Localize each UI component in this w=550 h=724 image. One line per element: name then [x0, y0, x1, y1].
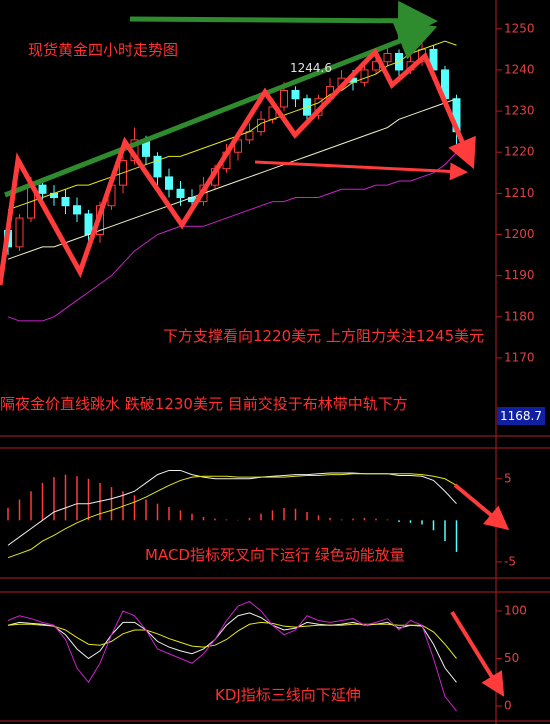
candle-body: [176, 188, 185, 198]
candle-body: [73, 205, 81, 215]
y-tick-label: 1180: [504, 309, 535, 323]
indicator-line: [7, 473, 457, 559]
y-tick-label: 50: [504, 651, 519, 665]
y-tick-label: 1200: [504, 227, 535, 241]
y-tick-label: 1210: [504, 186, 535, 200]
y-tick-label: 5: [504, 471, 512, 485]
annotation: 下方支撑看向1220美元 上方阻力关注1245美元: [163, 327, 485, 345]
annotation: MACD指标死叉向下运行 绿色动能放量: [145, 546, 405, 564]
indicator-line: [7, 621, 457, 659]
y-tick-label: 1250: [504, 21, 535, 35]
y-tick-label: 1190: [504, 268, 535, 282]
candle-body: [360, 69, 369, 83]
annotation: KDJ指标三线向下延伸: [215, 686, 361, 704]
max-label: 1244.6: [290, 61, 332, 75]
candle-body: [84, 213, 93, 236]
y-tick-label: 1170: [504, 350, 535, 364]
y-tick-label: 1230: [504, 104, 535, 118]
indicator-line: [7, 612, 457, 683]
indicator-line: [7, 600, 457, 712]
candle-body: [15, 217, 24, 248]
y-tick-label: 100: [504, 603, 527, 617]
arrows: [0, 0, 510, 697]
annotation: 隔夜金价直线跳水 跌破1230美元 目前交投于布林带中轨下方: [0, 395, 408, 413]
y-tick-label: 0: [504, 699, 512, 713]
candle-body: [291, 90, 300, 100]
price-tag: 1168.7: [500, 409, 542, 423]
indicator-line: [7, 151, 457, 322]
chart-title: 现货黄金四小时走势图: [28, 41, 179, 59]
y-tick-label: -5: [504, 554, 516, 568]
candle-body: [153, 155, 162, 178]
y-tick-label: 1240: [504, 62, 535, 76]
candle-body: [165, 176, 173, 190]
indicator-line: [7, 98, 457, 260]
price-tag-box: [497, 407, 545, 425]
y-tick-label: 1220: [504, 145, 535, 159]
candle-body: [280, 90, 288, 108]
candle-body: [38, 184, 47, 194]
indicator-line: [7, 469, 457, 546]
candle-body: [61, 196, 70, 207]
candle-body: [383, 52, 392, 63]
